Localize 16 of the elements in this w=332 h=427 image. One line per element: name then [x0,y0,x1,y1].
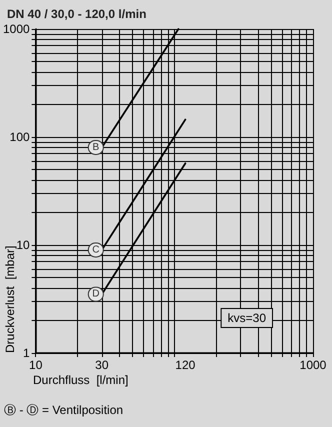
x-tick-label: 120 [175,358,196,372]
series-label: B [92,142,100,153]
x-tick-label: 10 [29,358,43,372]
text: Ⓑ - Ⓓ = Ventilposition [4,403,124,417]
x-tick-label: 30 [95,358,109,372]
y-tick-label: 10 [16,238,30,252]
series-label: C [92,244,100,256]
y-axis-title: Druckverlust [mbar] [3,246,17,353]
y-tick-label: 1 [23,346,30,360]
chart-title: DN 40 / 30,0 - 120,0 l/min [7,7,146,21]
y-tick-label: 1000 [2,22,30,36]
x-tick-label: 1000 [300,358,327,372]
series-label: D [92,288,100,300]
y-tick-label: 100 [10,130,30,144]
annotation: kvs=30 [228,311,266,325]
x-axis-title: Durchfluss [l/min] [33,373,128,387]
